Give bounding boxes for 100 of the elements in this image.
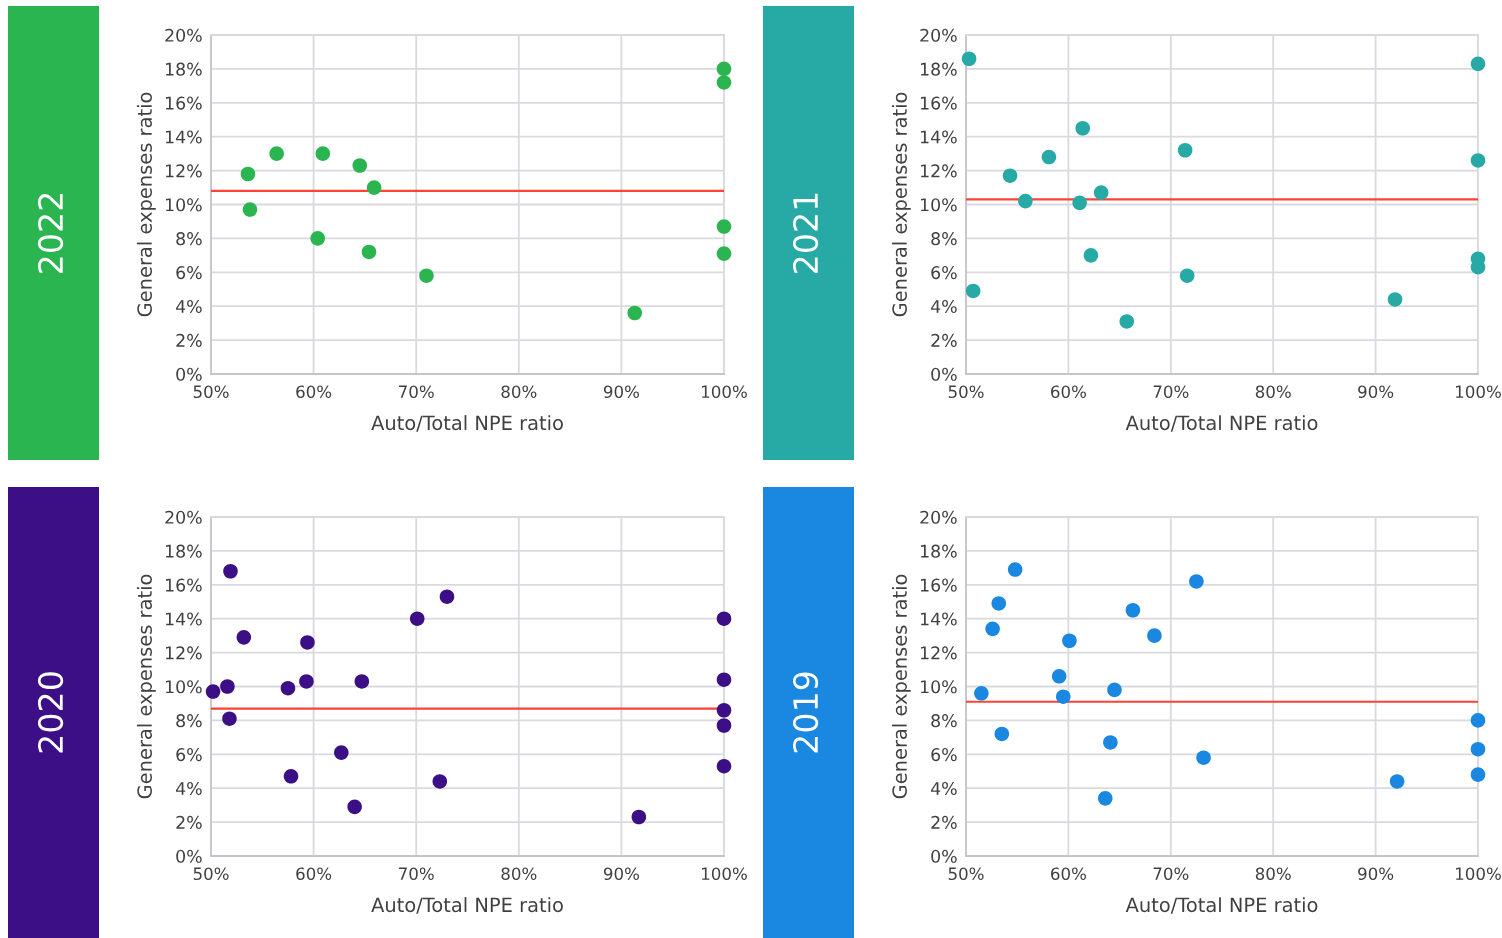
- point: [627, 305, 643, 321]
- text: 2019: [792, 672, 819, 753]
- x-tick-label: 80%: [1255, 867, 1291, 881]
- x-tick-label: 100%: [702, 385, 747, 399]
- y-tick-label: 20%: [165, 510, 202, 524]
- point: [1041, 149, 1057, 165]
- x-tick-label: 100%: [1456, 867, 1501, 881]
- y-tick-label: 12%: [920, 646, 957, 660]
- point: [1107, 682, 1122, 698]
- point: [310, 231, 325, 246]
- y-tick-label: 4%: [175, 299, 202, 314]
- x-tick-label: 80%: [1255, 385, 1291, 399]
- y-tick-label: 2%: [176, 815, 202, 829]
- point: [222, 711, 237, 726]
- text: 2021: [792, 193, 819, 273]
- point: [1177, 142, 1193, 158]
- x-tick-label: 60%: [296, 867, 332, 881]
- point: [1051, 669, 1067, 684]
- y-tick-label: 20%: [920, 28, 957, 42]
- point: [300, 635, 315, 650]
- point: [352, 158, 368, 173]
- y-tick-label: 10%: [920, 198, 957, 212]
- x-tick-label: 100%: [1456, 385, 1501, 399]
- point: [1470, 713, 1486, 728]
- point: [1125, 602, 1141, 618]
- x-tick-label: 70%: [1153, 385, 1189, 399]
- y-tick-label: 0%: [931, 849, 957, 863]
- point: [716, 758, 732, 774]
- point: [1018, 193, 1033, 209]
- y-tick-label: 6%: [931, 266, 957, 280]
- point: [716, 246, 732, 261]
- point: [1179, 268, 1195, 283]
- y-tick-label: 20%: [165, 28, 202, 42]
- y-tick-label: 6%: [176, 266, 202, 280]
- y-tick-label: 2%: [931, 815, 957, 829]
- point: [1083, 248, 1099, 263]
- point: [994, 726, 1010, 742]
- point: [240, 166, 256, 182]
- y-tick-label: 0%: [176, 849, 202, 863]
- y-tick-label: 6%: [176, 748, 202, 762]
- point: [220, 679, 235, 694]
- x-axis-title: Auto/Total NPE ratio: [371, 897, 563, 914]
- point: [1196, 750, 1211, 765]
- point: [1470, 741, 1486, 757]
- y-tick-label: 2%: [931, 333, 957, 347]
- x-tick-label: 90%: [1358, 385, 1394, 399]
- point: [205, 684, 221, 699]
- point: [965, 283, 981, 299]
- point: [716, 75, 732, 90]
- text: 2022: [37, 193, 64, 273]
- y-tick-label: 8%: [176, 232, 202, 246]
- point: [716, 61, 732, 77]
- x-tick-label: 90%: [603, 867, 639, 881]
- point: [716, 672, 732, 687]
- point: [315, 146, 331, 161]
- x-tick-label: 90%: [1358, 867, 1394, 881]
- point: [991, 596, 1007, 611]
- x-tick-label: 100%: [702, 867, 747, 881]
- y-tick-label: 0%: [176, 367, 202, 381]
- y-tick-label: 18%: [920, 62, 957, 76]
- point: [961, 51, 977, 67]
- point: [242, 202, 258, 217]
- y-tick-label: 14%: [920, 612, 957, 626]
- point: [985, 621, 1000, 637]
- point: [1387, 292, 1403, 307]
- y-tick-label: 8%: [931, 232, 957, 246]
- point: [1072, 195, 1087, 211]
- y-tick-label: 14%: [920, 130, 957, 144]
- y-tick-label: 12%: [165, 164, 202, 178]
- y-tick-label: 4%: [930, 781, 957, 796]
- point: [631, 809, 647, 825]
- point: [223, 563, 238, 579]
- point: [1147, 628, 1162, 643]
- x-tick-label: 70%: [399, 385, 434, 399]
- point: [409, 611, 425, 626]
- point: [1002, 168, 1018, 183]
- x-axis-title: Auto/Total NPE ratio: [1125, 897, 1318, 914]
- point: [299, 674, 314, 689]
- x-axis-title: Auto/Total NPE ratio: [371, 415, 563, 432]
- y-tick-label: 20%: [920, 510, 957, 524]
- y-tick-label: 12%: [920, 164, 957, 178]
- x-tick-label: 50%: [948, 385, 984, 399]
- point: [361, 244, 377, 260]
- y-tick-label: 0%: [931, 367, 957, 381]
- y-axis-title: General expenses ratio: [136, 574, 156, 799]
- y-tick-label: 8%: [931, 714, 957, 728]
- point: [716, 219, 732, 234]
- point: [347, 799, 362, 815]
- point: [1097, 791, 1113, 806]
- y-tick-label: 18%: [165, 62, 202, 76]
- text: 2020: [37, 672, 64, 753]
- y-tick-label: 10%: [920, 680, 957, 694]
- y-tick-label: 16%: [165, 578, 202, 592]
- point: [1007, 562, 1023, 577]
- point: [1056, 689, 1071, 704]
- x-tick-label: 80%: [501, 867, 537, 881]
- x-tick-label: 60%: [296, 385, 332, 399]
- point: [1189, 574, 1204, 589]
- point: [354, 674, 370, 689]
- point: [1470, 767, 1486, 782]
